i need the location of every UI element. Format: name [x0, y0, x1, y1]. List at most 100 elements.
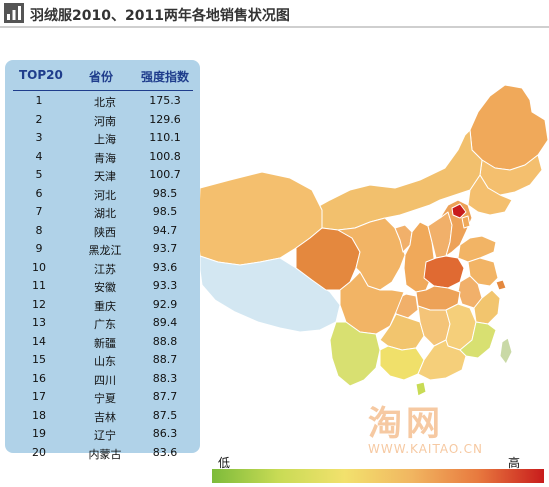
header-rank: TOP20 [19, 68, 63, 82]
table-row: 18 吉林 87.5 [5, 407, 200, 426]
rank-cell: 1 [35, 94, 43, 107]
table-row: 1 北京 175.3 [5, 92, 200, 111]
watermark-logo: 淘网 WWW.KAITAO.CN [368, 396, 544, 460]
province-cell: 安徽 [94, 281, 116, 294]
index-cell: 98.5 [152, 205, 178, 218]
rank-cell: 12 [32, 297, 46, 311]
table-row: 15 山东 88.7 [5, 351, 200, 370]
index-cell: 110.1 [149, 131, 181, 144]
index-cell: 100.7 [149, 168, 181, 181]
rank-cell: 8 [35, 223, 43, 237]
index-cell: 83.6 [152, 445, 178, 459]
top20-panel: TOP20 省份 强度指数 1 北京 175.3 2 河南 129.6 3 上海 110.1… [5, 60, 200, 461]
table-row: 8 陕西 94.7 [5, 222, 200, 241]
index-cell: 88.8 [152, 334, 178, 348]
province-cell: 湖北 [94, 207, 116, 220]
region-taiwan [499, 337, 513, 365]
rank-cell: 17 [32, 390, 46, 403]
table-row: 11 安徽 93.3 [5, 277, 200, 296]
legend-low-label: 低 [218, 456, 231, 470]
header-divider-line [13, 90, 193, 91]
region-guangdong [417, 339, 467, 381]
province-cell: 江苏 [94, 262, 116, 276]
table-row: 2 河南 129.6 [5, 111, 200, 130]
region-gansu [337, 217, 406, 291]
index-cell: 98.5 [152, 186, 178, 200]
table-row: 4 青海 100.8 [5, 148, 200, 167]
rank-cell: 2 [35, 112, 43, 126]
region-yunnan [329, 321, 381, 387]
table-row: 17 宁夏 87.7 [5, 388, 200, 407]
index-cell: 93.6 [152, 260, 178, 274]
rank-cell: 18 [32, 408, 46, 422]
province-cell: 北京 [94, 96, 116, 109]
region-hainan [415, 381, 427, 397]
index-cell: 87.7 [152, 390, 178, 403]
province-cell: 上海 [94, 133, 116, 146]
table-row: 16 四川 88.3 [5, 370, 200, 389]
legend-color-scale [212, 469, 544, 483]
rank-cell: 3 [35, 131, 43, 144]
index-cell: 100.8 [149, 149, 181, 163]
rank-cell: 11 [32, 279, 46, 292]
rank-cell: 4 [35, 149, 43, 163]
province-cell: 辽宁 [94, 429, 116, 442]
rank-cell: 20 [32, 445, 46, 459]
region-beijing [451, 203, 467, 219]
region-guizhou [379, 313, 425, 351]
index-cell: 88.7 [152, 353, 178, 366]
province-cell: 广东 [94, 318, 116, 331]
region-guangxi [379, 345, 425, 381]
index-cell: 93.3 [152, 279, 178, 292]
top20-list: 1 北京 175.3 2 河南 129.6 3 上海 110.1 4 青海 100.8 5 天津 1… [5, 92, 200, 462]
table-row: 20 内蒙古 83.6 [5, 444, 200, 463]
rank-cell: 5 [35, 168, 43, 181]
province-cell: 黑龙江 [88, 244, 122, 257]
legend-high-label: 高 [508, 456, 521, 470]
region-shanghai [495, 279, 507, 291]
table-row: 14 新疆 88.8 [5, 333, 200, 352]
top20-header: TOP20 省份 强度指数 [5, 68, 200, 88]
province-cell: 河南 [94, 114, 116, 128]
rank-cell: 10 [32, 260, 46, 274]
province-cell: 河北 [94, 188, 116, 202]
rank-cell: 19 [32, 427, 46, 440]
rank-cell: 9 [35, 242, 43, 255]
rank-cell: 6 [35, 186, 43, 200]
province-cell: 重庆 [94, 299, 116, 313]
province-cell: 陕西 [94, 225, 116, 239]
region-shandong [457, 235, 497, 263]
table-row: 13 广东 89.4 [5, 314, 200, 333]
watermark-text: 淘网 [368, 404, 444, 444]
header-index: 强度指数 [141, 70, 190, 84]
province-cell: 四川 [94, 373, 116, 387]
table-row: 5 天津 100.7 [5, 166, 200, 185]
index-cell: 92.9 [152, 297, 178, 311]
table-row: 9 黑龙江 93.7 [5, 240, 200, 259]
rank-cell: 16 [32, 371, 46, 385]
province-cell: 山东 [94, 355, 116, 368]
index-cell: 93.7 [152, 242, 178, 255]
index-cell: 175.3 [149, 94, 181, 107]
bar-chart-icon [4, 3, 24, 23]
header: 羽绒服2010、2011两年各地销售状况图 [0, 0, 549, 28]
index-cell: 89.4 [152, 316, 178, 329]
table-row: 3 上海 110.1 [5, 129, 200, 148]
rank-cell: 14 [32, 334, 46, 348]
table-row: 7 湖北 98.5 [5, 203, 200, 222]
table-row: 10 江苏 93.6 [5, 259, 200, 278]
table-row: 6 河北 98.5 [5, 185, 200, 204]
index-cell: 86.3 [152, 427, 178, 440]
rank-cell: 7 [35, 205, 43, 218]
province-cell: 天津 [94, 170, 116, 183]
rank-cell: 13 [32, 316, 46, 329]
header-province: 省份 [89, 70, 114, 84]
region-henan [423, 255, 465, 289]
index-cell: 94.7 [152, 223, 178, 237]
region-liaoning [467, 174, 513, 216]
table-row: 19 辽宁 86.3 [5, 425, 200, 444]
watermark-url: WWW.KAITAO.CN [368, 442, 483, 456]
header-divider [0, 26, 549, 28]
province-cell: 内蒙古 [88, 447, 122, 461]
